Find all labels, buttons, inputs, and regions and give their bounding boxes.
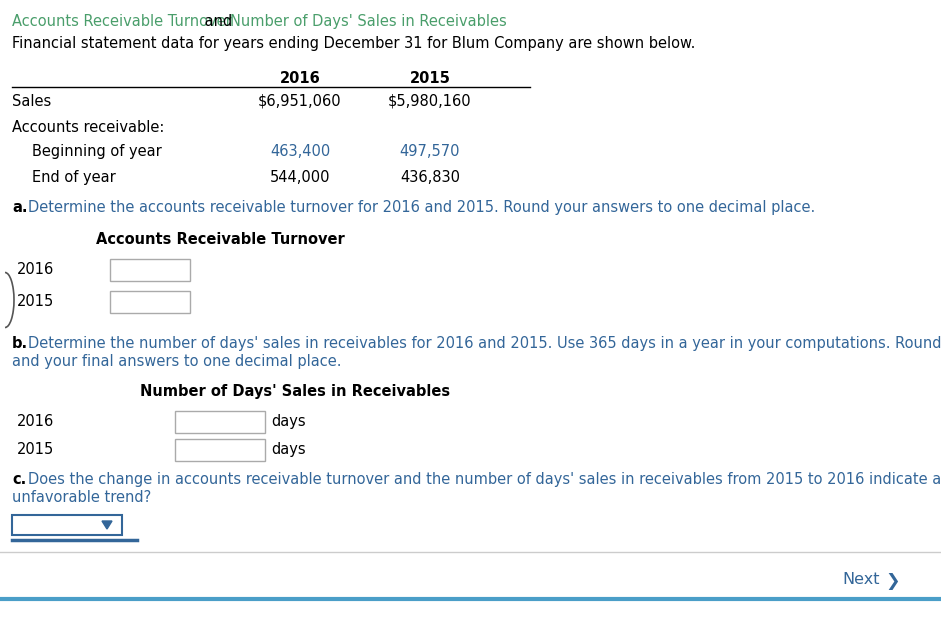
- Text: 544,000: 544,000: [270, 170, 330, 185]
- Text: Accounts receivable:: Accounts receivable:: [12, 120, 165, 135]
- Text: 2016: 2016: [17, 414, 55, 429]
- Text: Number of Days' Sales in Receivables: Number of Days' Sales in Receivables: [140, 384, 450, 399]
- Text: a.: a.: [12, 200, 27, 215]
- Text: 463,400: 463,400: [270, 144, 330, 159]
- Text: $6,951,060: $6,951,060: [258, 94, 342, 109]
- Text: Accounts Receivable Turnover: Accounts Receivable Turnover: [12, 14, 231, 29]
- Text: 2015: 2015: [17, 294, 55, 309]
- Bar: [110, 259, 190, 281]
- Text: Accounts Receivable Turnover: Accounts Receivable Turnover: [96, 232, 344, 247]
- Text: End of year: End of year: [32, 170, 116, 185]
- Text: Next: Next: [842, 572, 880, 587]
- Bar: [12, 515, 122, 535]
- Text: Determine the accounts receivable turnover for 2016 and 2015. Round your answers: Determine the accounts receivable turnov…: [28, 200, 815, 215]
- Text: days: days: [271, 414, 306, 429]
- Text: Number of Days' Sales in Receivables: Number of Days' Sales in Receivables: [230, 14, 507, 29]
- Text: Beginning of year: Beginning of year: [32, 144, 162, 159]
- Bar: [175, 439, 265, 461]
- Text: 2016: 2016: [279, 71, 320, 86]
- Text: Financial statement data for years ending December 31 for Blum Company are shown: Financial statement data for years endin…: [12, 36, 695, 51]
- Text: $5,980,160: $5,980,160: [389, 94, 471, 109]
- Text: Determine the number of days' sales in receivables for 2016 and 2015. Use 365 da: Determine the number of days' sales in r…: [28, 336, 941, 351]
- Text: b.: b.: [12, 336, 28, 351]
- Text: unfavorable trend?: unfavorable trend?: [12, 490, 152, 505]
- Text: 2016: 2016: [17, 262, 55, 277]
- Text: ❯: ❯: [885, 572, 900, 590]
- Text: 497,570: 497,570: [400, 144, 460, 159]
- Polygon shape: [102, 521, 112, 529]
- Bar: [175, 411, 265, 433]
- Text: and your final answers to one decimal place.: and your final answers to one decimal pl…: [12, 354, 342, 369]
- Text: Does the change in accounts receivable turnover and the number of days' sales in: Does the change in accounts receivable t…: [28, 472, 941, 487]
- Text: and: and: [200, 14, 237, 29]
- Text: 436,830: 436,830: [400, 170, 460, 185]
- Text: days: days: [271, 442, 306, 457]
- Text: 2015: 2015: [17, 442, 55, 457]
- Text: 2015: 2015: [409, 71, 451, 86]
- Text: c.: c.: [12, 472, 26, 487]
- Text: Sales: Sales: [12, 94, 51, 109]
- Bar: [110, 291, 190, 313]
